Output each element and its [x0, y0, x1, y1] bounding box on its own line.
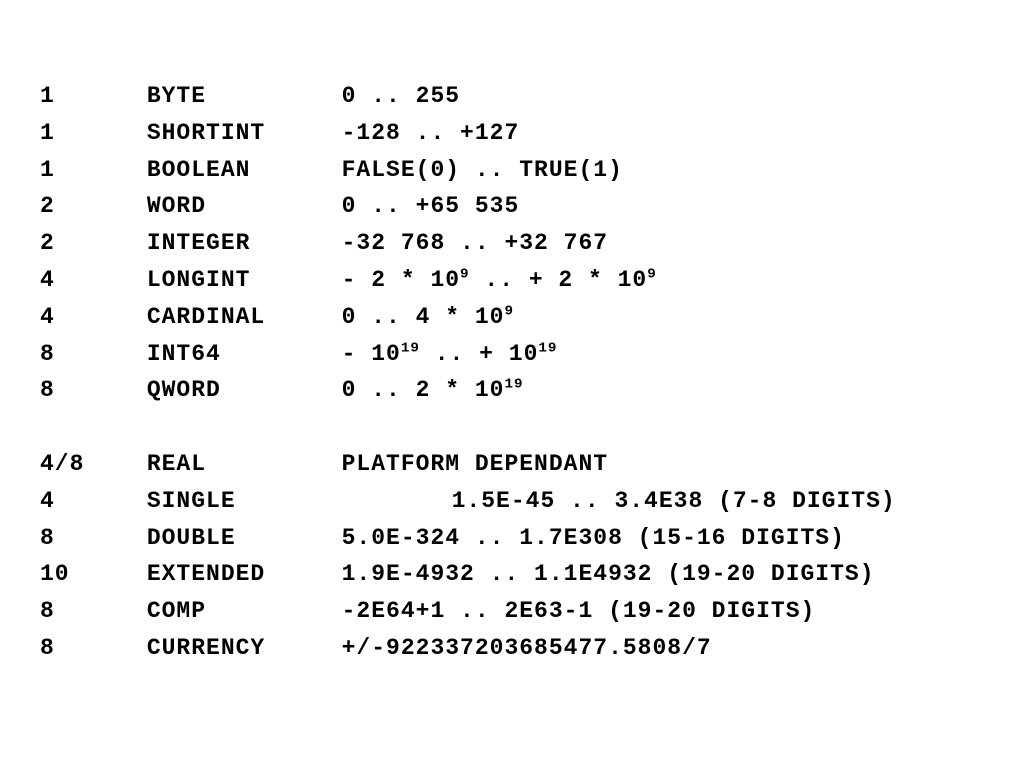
type-cell: Comp — [147, 593, 327, 630]
range-cell: False(0) .. True(1) — [342, 152, 623, 189]
range-cell: 5.0E-324 .. 1.7E308 (15-16 digits) — [342, 520, 845, 557]
table-row: 1 Byte 0 .. 255 — [40, 78, 1024, 115]
type-cell: Int64 — [147, 336, 327, 373]
table-row: 8 Int64 - 1019 .. + 1019 — [40, 336, 1024, 373]
size-cell: 4/8 — [40, 446, 132, 483]
table-row: 1 ShortInt -128 .. +127 — [40, 115, 1024, 152]
type-cell: Boolean — [147, 152, 327, 189]
size-cell: 1 — [40, 115, 132, 152]
size-cell: 8 — [40, 372, 132, 409]
type-cell: Currency — [147, 630, 327, 667]
table-row: 4 Cardinal 0 .. 4 * 109 — [40, 299, 1024, 336]
table-row: 8 Currency +/-922337203685477.5808/7 — [40, 630, 1024, 667]
range-lo: - 2 * 10 — [342, 267, 460, 293]
range-mid: .. + 2 * 10 — [470, 267, 648, 293]
table-row: 4/8 Real platform dependant — [40, 446, 1024, 483]
size-cell: 4 — [40, 299, 132, 336]
range-cell: 1.9E-4932 .. 1.1E4932 (19-20 digits) — [342, 556, 875, 593]
range-cell: +/-922337203685477.5808/7 — [342, 630, 712, 667]
range-lo-exp: 9 — [460, 266, 470, 282]
size-cell: 8 — [40, 520, 132, 557]
table-row: 8 Qword 0 .. 2 * 1019 — [40, 372, 1024, 409]
range-cell: platform dependant — [342, 446, 608, 483]
type-cell: Longint — [147, 262, 327, 299]
size-cell: 4 — [40, 483, 132, 520]
range-lo: - 10 — [342, 341, 401, 367]
type-cell: Byte — [147, 78, 327, 115]
range-lo: 0 .. 2 * 10 — [342, 377, 505, 403]
type-cell: Qword — [147, 372, 327, 409]
range-hi-exp: 9 — [647, 266, 657, 282]
size-cell: 1 — [40, 152, 132, 189]
size-cell: 1 — [40, 78, 132, 115]
size-cell: 4 — [40, 262, 132, 299]
range-lo-exp: 19 — [401, 340, 420, 356]
range-cell: 0 .. 255 — [342, 78, 460, 115]
table-row: 4 Longint - 2 * 109 .. + 2 * 109 — [40, 262, 1024, 299]
type-cell: ShortInt — [147, 115, 327, 152]
section-gap — [40, 409, 1024, 446]
table-row: 4 Single 1.5E-45 .. 3.4E38 (7-8 digits) — [40, 483, 1024, 520]
type-cell: Word — [147, 188, 327, 225]
range-cell: 0 .. 4 * 109 — [342, 299, 514, 336]
range-cell: -32 768 .. +32 767 — [342, 225, 608, 262]
table-row: 8 Comp -2E64+1 .. 2E63-1 (19-20 digits) — [40, 593, 1024, 630]
table-row: 10 Extended 1.9E-4932 .. 1.1E4932 (19-20… — [40, 556, 1024, 593]
range-cell: -2E64+1 .. 2E63-1 (19-20 digits) — [342, 593, 816, 630]
range-lo-exp: 9 — [504, 303, 514, 319]
table-row: 1 Boolean False(0) .. True(1) — [40, 152, 1024, 189]
type-cell: Single — [147, 483, 327, 520]
type-cell: Extended — [147, 556, 327, 593]
range-cell: 1.5E-45 .. 3.4E38 (7-8 digits) — [342, 483, 896, 520]
type-cell: Cardinal — [147, 299, 327, 336]
range-lo-exp: 19 — [504, 377, 523, 393]
range-mid: .. + 10 — [420, 341, 538, 367]
range-cell: - 1019 .. + 1019 — [342, 336, 558, 373]
type-cell: Real — [147, 446, 327, 483]
range-cell: 0 .. 2 * 1019 — [342, 372, 524, 409]
range-lo: 0 .. 4 * 10 — [342, 304, 505, 330]
table-row: 2 Integer -32 768 .. +32 767 — [40, 225, 1024, 262]
type-cell: Integer — [147, 225, 327, 262]
size-cell: 8 — [40, 593, 132, 630]
table-row: 2 Word 0 .. +65 535 — [40, 188, 1024, 225]
size-cell: 2 — [40, 188, 132, 225]
range-cell: - 2 * 109 .. + 2 * 109 — [342, 262, 657, 299]
size-cell: 2 — [40, 225, 132, 262]
table-row: 8 Double 5.0E-324 .. 1.7E308 (15-16 digi… — [40, 520, 1024, 557]
range-cell: 0 .. +65 535 — [342, 188, 520, 225]
data-type-table: 1 Byte 0 .. 255 1 ShortInt -128 .. +127 … — [0, 0, 1024, 667]
size-cell: 10 — [40, 556, 132, 593]
range-cell: -128 .. +127 — [342, 115, 520, 152]
size-cell: 8 — [40, 336, 132, 373]
range-hi-exp: 19 — [538, 340, 557, 356]
size-cell: 8 — [40, 630, 132, 667]
type-cell: Double — [147, 520, 327, 557]
